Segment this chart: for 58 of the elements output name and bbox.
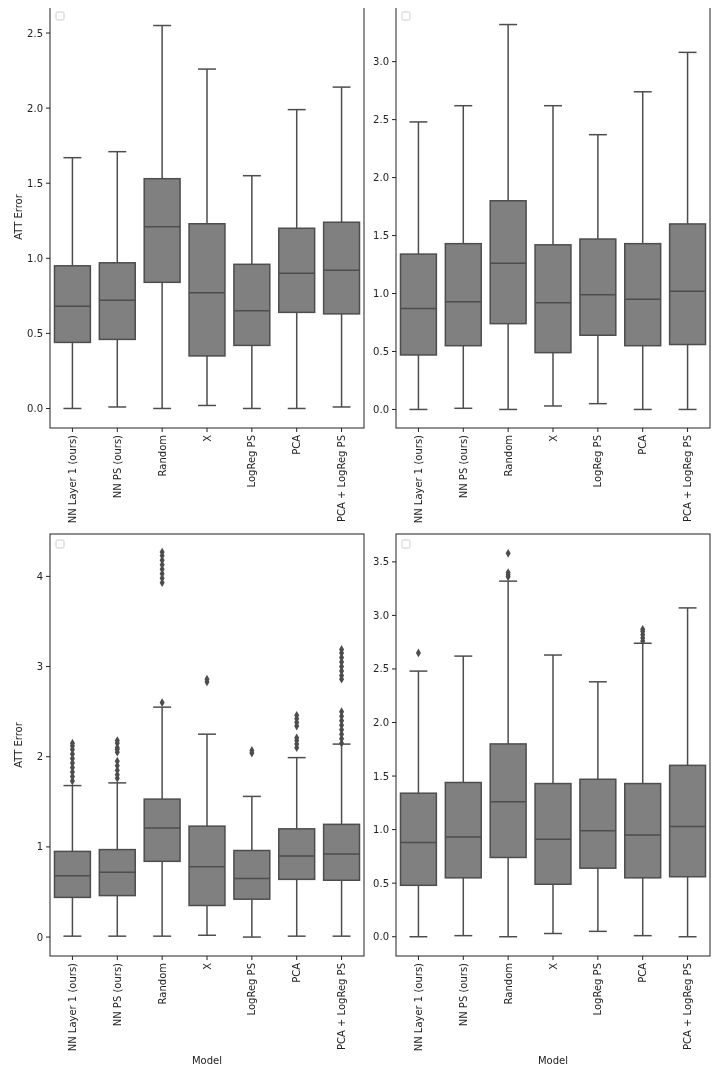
- y-tick-label: 2.0: [27, 102, 43, 114]
- y-tick-label: 0.5: [373, 877, 389, 889]
- x-tick-label: X: [201, 434, 213, 442]
- y-tick-label: 3.0: [373, 609, 389, 621]
- y-tick-label: 3: [36, 661, 43, 673]
- y-tick-label: 2.5: [27, 27, 43, 39]
- x-tick-label: Random: [502, 963, 514, 1005]
- x-axis-title: Model: [191, 1055, 223, 1066]
- y-tick-label: 2.5: [373, 114, 389, 126]
- x-tick-label: NN Layer 1 (ours): [66, 962, 78, 1052]
- y-tick-label: 2: [36, 751, 43, 763]
- x-tick-label: X: [201, 962, 213, 970]
- y-tick-label: 0.5: [373, 345, 389, 357]
- x-tick-label: PCA + LogReg PS: [682, 435, 694, 523]
- x-tick-label: PCA + LogReg PS: [682, 963, 694, 1051]
- y-tick-label: 2.0: [373, 717, 389, 729]
- x-tick-label: NN Layer 1 (ours): [412, 962, 424, 1052]
- y-tick-label: 1.0: [27, 252, 43, 264]
- y-tick-label: 1: [36, 841, 43, 853]
- x-tick-label: NN PS (ours): [111, 962, 123, 1027]
- y-tick-label: 0.0: [27, 402, 43, 414]
- x-tick-label: LogReg PS: [246, 435, 258, 488]
- y-tick-label: 2.5: [373, 663, 389, 675]
- y-tick-label: 1.0: [373, 824, 389, 836]
- y-tick-label: 1.5: [27, 177, 43, 189]
- y-tick-label: 2.0: [373, 172, 389, 184]
- y-tick-label: 0.0: [373, 403, 389, 415]
- y-tick-label: 0: [36, 931, 43, 943]
- x-tick-label: NN Layer 1 (ours): [66, 434, 78, 524]
- y-tick-label: 4: [36, 570, 43, 582]
- x-tick-label: PCA: [291, 962, 303, 983]
- y-tick-label: 3.0: [373, 56, 389, 68]
- x-tick-label: Random: [502, 435, 514, 477]
- x-tick-label: PCA + LogReg PS: [336, 435, 348, 523]
- x-tick-label: NN PS (ours): [111, 434, 123, 499]
- x-tick-label: NN PS (ours): [457, 434, 469, 499]
- x-tick-label: X: [547, 434, 559, 442]
- x-tick-label: NN Layer 1 (ours): [412, 434, 424, 524]
- x-axis-title: Model: [537, 1055, 569, 1066]
- x-tick-label: X: [547, 962, 559, 970]
- x-tick-label: PCA: [291, 434, 303, 455]
- x-tick-label: PCA: [637, 434, 649, 455]
- y-tick-label: 1.5: [373, 770, 389, 782]
- x-tick-label: LogReg PS: [592, 963, 604, 1016]
- x-tick-label: PCA: [637, 962, 649, 983]
- x-tick-label: LogReg PS: [246, 963, 258, 1016]
- x-tick-label: Random: [156, 963, 168, 1005]
- y-axis-title: ATT Error: [13, 721, 24, 768]
- y-tick-label: 0.5: [27, 327, 43, 339]
- x-tick-label: LogReg PS: [592, 435, 604, 488]
- y-tick-label: 0.0: [373, 931, 389, 943]
- x-tick-label: NN PS (ours): [457, 962, 469, 1027]
- y-axis-title: ATT Error: [13, 193, 24, 240]
- y-tick-label: 1.5: [373, 230, 389, 242]
- x-tick-label: PCA + LogReg PS: [336, 963, 348, 1051]
- y-tick-label: 1.0: [373, 288, 389, 300]
- x-tick-label: Random: [156, 435, 168, 477]
- y-tick-label: 3.5: [373, 556, 389, 568]
